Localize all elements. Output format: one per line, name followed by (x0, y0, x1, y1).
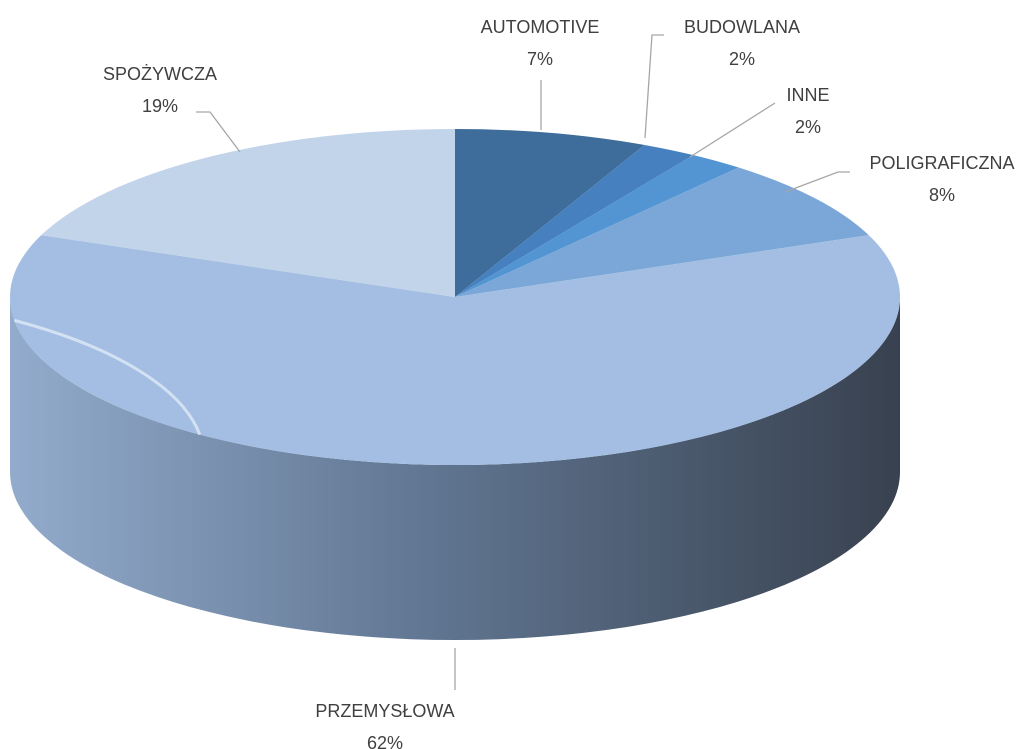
slice-side (10, 297, 900, 640)
leader-line (689, 102, 776, 158)
slice (10, 235, 901, 465)
data-label-value: 2% (729, 49, 755, 69)
slice (455, 129, 645, 297)
leader-line (784, 171, 850, 193)
data-label-value: 2% (795, 117, 821, 137)
leader-line (196, 111, 241, 153)
data-label-name: INNE (786, 85, 829, 105)
data-label-value: 62% (367, 733, 403, 749)
data-label-value: 8% (929, 185, 955, 205)
slice (41, 129, 456, 297)
data-label-name: BUDOWLANA (684, 17, 800, 37)
data-label-name: POLIGRAFICZNA (869, 153, 1014, 173)
slice (455, 167, 869, 297)
leader-line (644, 34, 664, 139)
data-label-value: 7% (527, 49, 553, 69)
data-label-name: AUTOMOTIVE (481, 17, 600, 37)
data-label-value: 19% (142, 96, 178, 116)
data-label-name: SPOŻYWCZA (103, 64, 217, 84)
slice (455, 155, 739, 297)
slice (455, 144, 694, 297)
rim-highlight (13, 318, 202, 436)
data-label-name: PRZEMYSŁOWA (315, 701, 454, 721)
